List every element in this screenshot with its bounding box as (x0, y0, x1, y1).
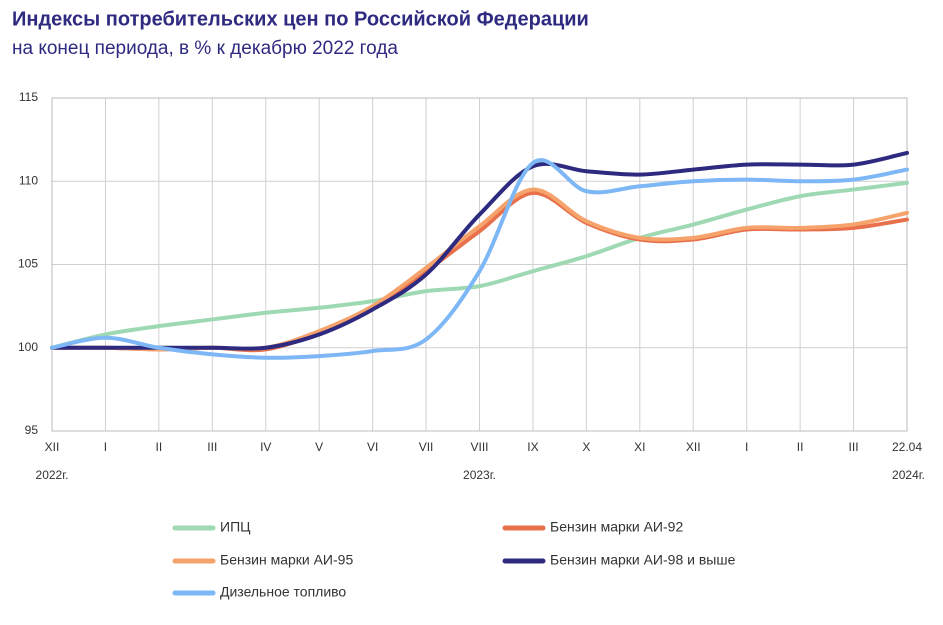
x-tick-label: XI (634, 440, 645, 454)
x-tick-label: IX (527, 440, 538, 454)
x-tick-label: X (582, 440, 590, 454)
y-tick-label: 95 (25, 423, 39, 437)
x-tick-label: 22.04 (892, 440, 922, 454)
y-tick-label: 105 (18, 257, 38, 271)
year-label: 2024г. (892, 468, 925, 482)
y-tick-label: 115 (19, 90, 38, 104)
x-tick-label: XII (686, 440, 701, 454)
year-label: 2023г. (463, 468, 496, 482)
year-label: 2022г. (36, 468, 69, 482)
legend-label: Бензин марки АИ-95 (220, 552, 353, 568)
x-tick-label: VI (367, 440, 378, 454)
chart-title: Индексы потребительских цен по Российско… (12, 8, 589, 30)
x-tick-label: XII (45, 440, 60, 454)
y-tick-label: 100 (18, 340, 38, 354)
x-tick-label: II (797, 440, 804, 454)
legend-label: Дизельное топливо (220, 584, 346, 600)
x-tick-label: III (207, 440, 217, 454)
series-line (50, 158, 909, 360)
series-line (50, 150, 909, 351)
x-tick-label: III (849, 440, 859, 454)
legend-label: Бензин марки АИ-98 и выше (550, 552, 736, 568)
x-tick-label: IV (260, 440, 271, 454)
legend-label: ИПЦ (220, 519, 251, 535)
x-tick-label: VII (419, 440, 434, 454)
plot-border (51, 97, 908, 432)
x-tick-label: I (745, 440, 748, 454)
x-tick-label: II (156, 440, 163, 454)
legend-label: Бензин марки АИ-92 (550, 519, 683, 535)
x-tick-label: VIII (470, 440, 488, 454)
x-tick-label: V (315, 440, 323, 454)
chart-subtitle: на конец периода, в % к декабрю 2022 год… (12, 38, 398, 59)
x-tick-label: I (104, 440, 107, 454)
y-tick-label: 110 (19, 173, 38, 187)
series-line (50, 180, 909, 350)
